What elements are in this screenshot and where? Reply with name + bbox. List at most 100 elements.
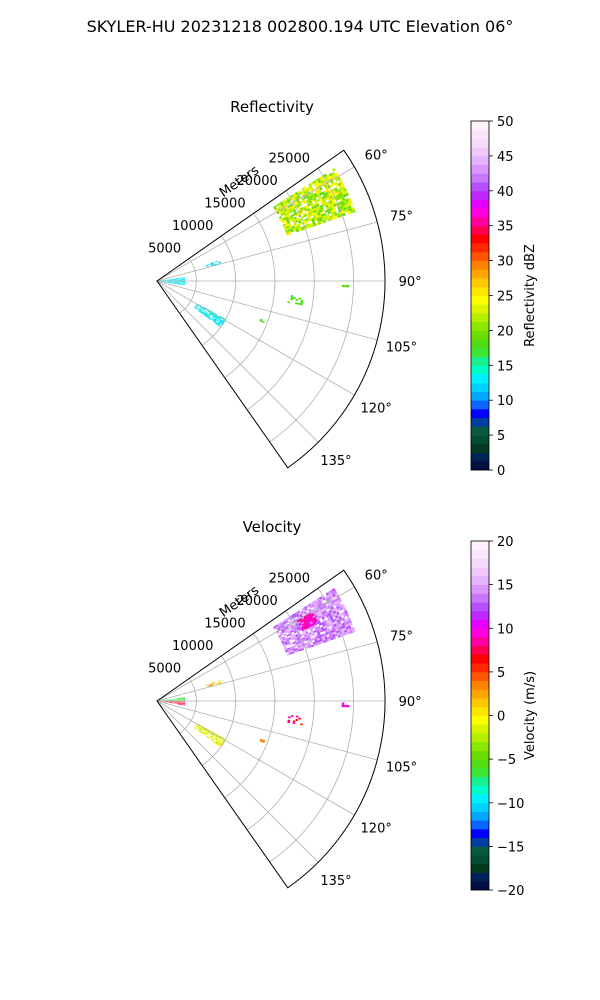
azimuth-tick-label: 75°	[390, 630, 413, 645]
echo-gate	[287, 629, 291, 633]
echo-gate	[324, 202, 328, 206]
colorbar-swatch	[471, 129, 489, 139]
colorbar-swatch	[471, 863, 489, 873]
echo-gate	[213, 316, 216, 318]
echo-gate	[332, 201, 336, 205]
echo-gate	[311, 211, 315, 214]
echo-gate	[210, 315, 213, 318]
azimuth-tick-label: 60°	[365, 149, 388, 164]
echo-gate	[293, 650, 297, 654]
echo-gate	[195, 725, 198, 728]
echo-gate	[326, 214, 330, 218]
echo-gate	[218, 262, 222, 264]
colorbar-swatch	[471, 461, 489, 471]
echo-gate	[326, 194, 330, 198]
colorbar-swatch	[471, 182, 489, 192]
echo-gate	[311, 194, 315, 198]
echo-gate	[309, 634, 313, 637]
echo-gate	[293, 630, 297, 634]
echo-gate	[205, 733, 208, 736]
echo-gate	[288, 217, 292, 220]
echo-gate	[334, 633, 338, 637]
echo-gate	[322, 638, 326, 641]
colorbar-tick-label: 15	[497, 359, 514, 374]
echo-gate	[313, 203, 317, 207]
echo-gate	[290, 642, 294, 645]
echo-gate	[314, 189, 319, 193]
echo-gate	[177, 282, 180, 284]
echo-gate	[333, 623, 337, 627]
echo-gate	[212, 311, 215, 314]
echo-gate	[275, 204, 279, 208]
echo-gate	[218, 737, 221, 740]
velocity-panel: Velocity500010000150002000025000Meters60…	[148, 518, 538, 899]
echo-gate	[303, 196, 307, 200]
echo-gate	[199, 728, 202, 731]
echo-gate	[177, 277, 180, 279]
echo-gate	[344, 624, 348, 628]
echo-gate	[208, 685, 212, 687]
echo-gate	[286, 220, 290, 223]
echo-gate	[164, 701, 168, 703]
echo-gate	[306, 633, 310, 637]
echo-gate	[296, 637, 300, 641]
echo-gate	[299, 209, 303, 213]
echo-gate	[302, 637, 306, 640]
echo-gate	[323, 215, 328, 218]
echo-gate	[332, 168, 336, 172]
echo-gate	[218, 742, 221, 745]
echo-gate	[313, 636, 317, 640]
echo-gate	[330, 637, 334, 641]
echo-gate	[281, 624, 285, 628]
echo-gate	[328, 602, 332, 606]
echo-gate	[297, 639, 301, 642]
colorbar-label: Velocity (m/s)	[523, 671, 538, 760]
echo-gate	[342, 213, 346, 217]
echo-gate	[174, 698, 178, 699]
echo-gate	[211, 318, 214, 321]
echo-gate	[303, 186, 307, 190]
echo-gate	[319, 176, 323, 180]
echo-gate	[319, 607, 323, 611]
echo-gate	[321, 208, 325, 212]
echo-gate	[179, 283, 183, 285]
echo-gate	[322, 198, 326, 202]
echo-gate	[324, 629, 328, 633]
echo-gate	[290, 648, 294, 651]
echo-gate	[310, 222, 314, 226]
echo-gate	[334, 181, 338, 185]
echo-gate	[211, 318, 215, 321]
echo-gate	[179, 703, 183, 705]
echo-gate	[215, 737, 218, 740]
echo-gate	[289, 646, 293, 650]
echo-gate	[276, 211, 280, 215]
range-ring	[224, 213, 276, 378]
echo-gate	[349, 622, 353, 626]
echo-gate	[213, 736, 216, 738]
echo-gate	[319, 181, 323, 186]
echo-gate	[317, 608, 321, 612]
echo-region-band-se	[193, 304, 227, 328]
echo-gate	[281, 630, 285, 634]
echo-gate	[301, 648, 305, 651]
echo-gate	[333, 211, 337, 215]
echo-gate	[336, 632, 340, 636]
echo-gate	[312, 600, 316, 604]
echo-gate	[311, 633, 315, 636]
echo-gate	[299, 642, 303, 646]
colorbar-swatch	[471, 243, 489, 253]
radial-tick-label: 15000	[204, 196, 245, 211]
echo-gate	[305, 637, 309, 641]
echo-gate	[311, 603, 315, 608]
echo-gate	[213, 262, 216, 264]
echo-gate	[200, 731, 203, 734]
echo-gate	[217, 743, 220, 747]
echo-gate	[308, 218, 312, 222]
echo-gate	[196, 724, 199, 726]
range-ring	[201, 655, 236, 766]
colorbar-swatch	[471, 759, 489, 769]
echo-gate	[331, 591, 335, 596]
echo-gate	[320, 206, 324, 210]
echo-gate	[323, 604, 328, 608]
echo-gate	[318, 615, 322, 619]
